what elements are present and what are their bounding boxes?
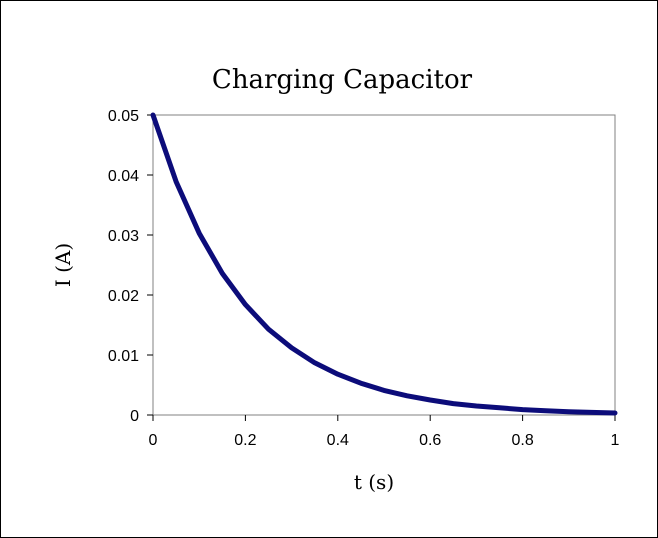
y-tick-label: 0	[130, 408, 139, 425]
y-tick-label: 0.01	[108, 348, 139, 365]
y-axis: 0 0.01 0.02 0.03 0.04 0.05	[108, 108, 153, 425]
x-tick-label: 0	[149, 432, 158, 449]
y-tick-label: 0.03	[108, 228, 139, 245]
x-tick-label: 0.2	[234, 432, 256, 449]
x-tick-label: 0.4	[327, 432, 349, 449]
x-tick-label: 1	[611, 432, 620, 449]
x-axis-title: t (s)	[354, 470, 394, 494]
x-axis: 0 0.2 0.4 0.6 0.8 1	[149, 415, 620, 449]
current-decay-line	[150, 112, 618, 416]
y-tick-label: 0.05	[108, 108, 139, 125]
x-tick-label: 0.6	[419, 432, 441, 449]
y-axis-title: I (A)	[51, 243, 75, 287]
x-tick-label: 0.8	[511, 432, 533, 449]
plot-area	[152, 114, 616, 416]
chart-title: Charging Capacitor	[212, 65, 473, 95]
y-tick-label: 0.02	[108, 288, 139, 305]
y-tick-label: 0.04	[108, 168, 139, 185]
